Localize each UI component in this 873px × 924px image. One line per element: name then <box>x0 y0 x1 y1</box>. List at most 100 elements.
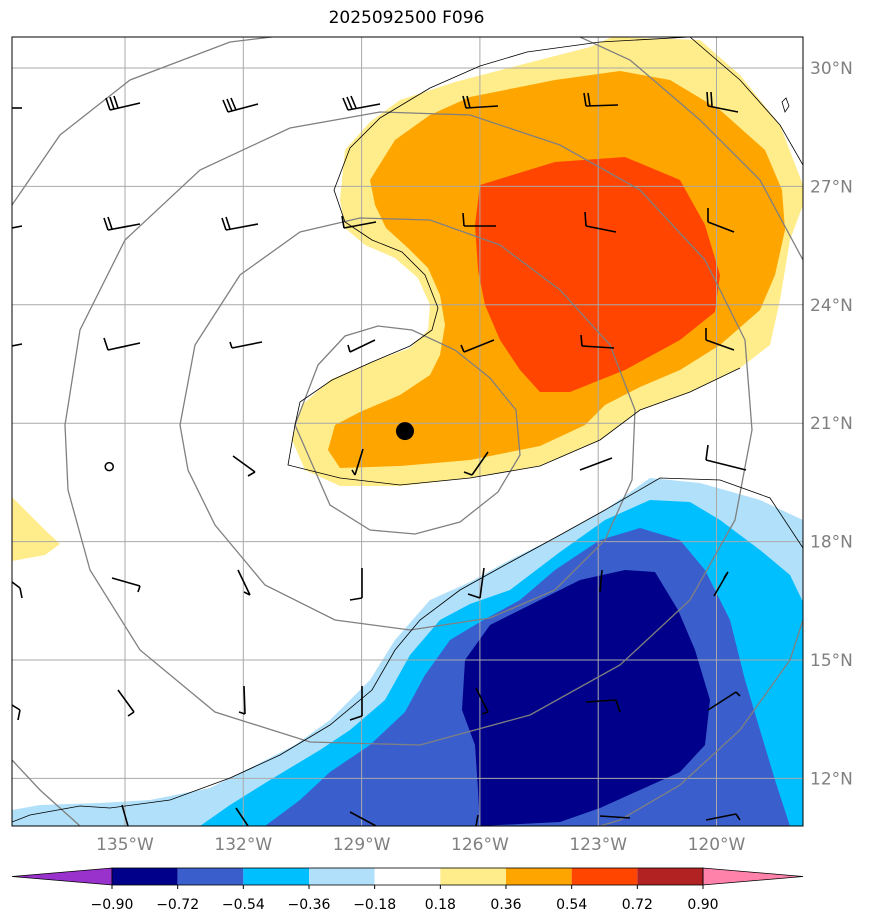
wind-barb <box>121 804 129 826</box>
colorbar-segment <box>374 868 441 885</box>
wind-barb <box>12 343 23 347</box>
negative-anomaly-shading <box>12 478 803 826</box>
positive-anomaly-0.54 <box>475 157 720 392</box>
wind-barb <box>232 455 256 477</box>
outline-small-circle <box>781 97 790 113</box>
colorbar-segment <box>177 868 244 885</box>
gray-contours <box>12 37 803 826</box>
latitude-labels: 30°N 27°N 24°N 21°N 18°N 15°N 12°N <box>810 59 853 789</box>
latitude-label: 24°N <box>810 296 853 316</box>
colorbar-segment <box>571 868 638 885</box>
longitude-label: 129°W <box>333 835 391 855</box>
wind-barb <box>103 337 141 351</box>
colorbar-segment <box>243 868 309 885</box>
wind-barb <box>341 215 377 229</box>
colorbar-tick-label: −0.18 <box>353 897 396 913</box>
positive-anomaly-shading <box>12 37 803 561</box>
black-outline-contours <box>12 37 803 823</box>
latitude-label: 21°N <box>810 414 853 434</box>
map-title: 2025092500 F096 <box>328 8 485 28</box>
wind-barb <box>460 339 495 353</box>
colorbar-segment <box>637 868 703 885</box>
wind-barb <box>707 691 741 711</box>
wind-barb <box>238 685 246 715</box>
colorbar-tick-label: −0.90 <box>91 897 134 913</box>
outline-negative <box>12 477 803 823</box>
wind-barb <box>599 815 631 819</box>
calm-wind-marker <box>104 461 114 472</box>
longitude-label: 120°W <box>688 835 746 855</box>
map-frame <box>11 36 804 827</box>
wind-barb <box>705 328 735 351</box>
storm-center-marker <box>395 422 414 441</box>
wind-barb <box>467 567 485 599</box>
contour-4 <box>12 37 803 826</box>
wind-barb <box>105 95 141 111</box>
wind-barb <box>222 97 259 113</box>
colorbar-extend-high <box>702 867 804 886</box>
wind-barb <box>12 704 21 721</box>
outline-positive <box>287 37 803 486</box>
colorbar-tick-label: 0.54 <box>556 897 587 913</box>
longitude-label: 126°W <box>451 835 509 855</box>
longitude-label: 123°W <box>569 835 627 855</box>
graticule-grid <box>12 37 803 826</box>
colorbar-tick-label: 0.90 <box>687 897 718 913</box>
wind-barb <box>351 448 364 476</box>
longitude-labels: 135°W 132°W 129°W 126°W 123°W 120°W <box>96 835 745 855</box>
wind-barb <box>235 807 249 826</box>
latitude-label: 18°N <box>810 533 853 553</box>
wind-barb <box>707 208 735 233</box>
wind-barb <box>347 339 376 353</box>
wind-barb <box>221 216 259 231</box>
colorbar-tick-label: −0.54 <box>222 897 265 913</box>
wind-barb <box>349 811 377 826</box>
longitude-label: 135°W <box>96 835 154 855</box>
positive-anomaly-0.18-west <box>12 497 60 561</box>
colorbar-tick-label: −0.36 <box>288 897 331 913</box>
wind-barb <box>705 444 747 471</box>
wind-barb <box>706 91 739 113</box>
colorbar-tick-label: 0.36 <box>490 897 521 913</box>
wind-barb <box>463 451 489 476</box>
wind-barb <box>349 686 363 721</box>
wind-barb <box>12 581 23 599</box>
colorbar-outline <box>111 867 704 886</box>
wind-barb <box>117 689 135 717</box>
colorbar-segment <box>440 868 506 885</box>
latitude-label: 27°N <box>810 177 853 197</box>
wind-barb <box>705 813 741 821</box>
colorbar-tick-label: 0.72 <box>622 897 653 913</box>
colorbar-segment <box>309 868 375 885</box>
wind-barb <box>585 699 621 713</box>
map-plot-area <box>12 37 803 826</box>
colorbar-tick-label: 0.18 <box>425 897 456 913</box>
wind-barb <box>462 212 496 227</box>
colorbar-tick-label: −0.72 <box>156 897 199 913</box>
wind-barb <box>583 92 619 107</box>
wind-barb <box>229 341 263 349</box>
colorbar: −0.90 −0.72 −0.54 −0.36 −0.18 0.18 0.36 0.54 0.7… <box>11 867 804 913</box>
wind-barb <box>713 571 729 597</box>
latitude-label: 12°N <box>810 769 853 789</box>
wind-barb <box>462 95 499 109</box>
contour-3 <box>64 111 753 746</box>
latitude-label: 15°N <box>810 651 853 671</box>
wind-barb <box>579 457 613 471</box>
colorbar-segment <box>506 868 572 885</box>
wind-barb <box>12 225 23 229</box>
wind-barb <box>599 569 603 593</box>
wind-barbs <box>12 91 747 826</box>
wind-barb <box>342 95 381 111</box>
colorbar-segment <box>112 868 178 885</box>
wind-barb <box>584 211 617 233</box>
wind-barb <box>237 569 251 596</box>
longitude-label: 132°W <box>214 835 272 855</box>
wind-barb <box>475 687 489 715</box>
contour-1 <box>294 325 521 535</box>
colorbar-extend-low <box>11 867 113 886</box>
wind-barb <box>111 577 141 593</box>
latitude-label: 30°N <box>810 59 853 79</box>
negative-anomaly-0.72 <box>462 570 710 826</box>
